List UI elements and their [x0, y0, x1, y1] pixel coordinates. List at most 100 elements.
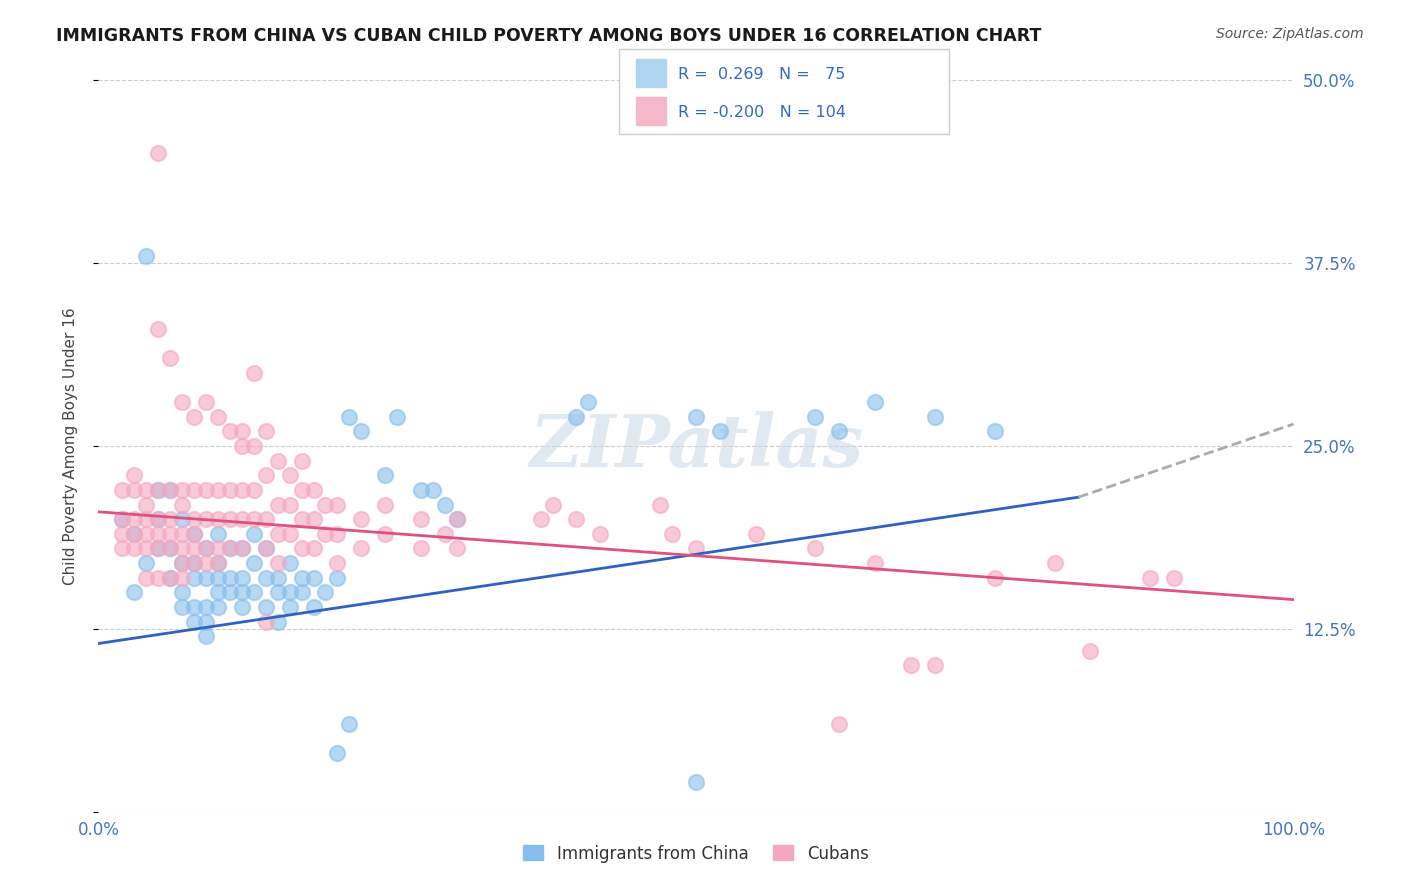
Point [219, 585, 242, 599]
Point [291, 541, 314, 556]
Point [326, 746, 349, 760]
Point [207, 483, 229, 497]
Point [124, 468, 146, 483]
Point [159, 483, 181, 497]
Point [315, 526, 337, 541]
Point [661, 526, 683, 541]
Point [219, 571, 242, 585]
Point [183, 526, 205, 541]
Point [291, 571, 314, 585]
Point [159, 541, 181, 556]
Point [243, 366, 266, 380]
Text: Source: ZipAtlas.com: Source: ZipAtlas.com [1216, 27, 1364, 41]
Text: ZIPatlas: ZIPatlas [529, 410, 863, 482]
Point [1080, 644, 1102, 658]
Point [172, 483, 194, 497]
Text: R = -0.200   N = 104: R = -0.200 N = 104 [678, 105, 845, 120]
Point [159, 483, 181, 497]
Point [172, 395, 194, 409]
Point [267, 556, 290, 570]
Point [183, 571, 205, 585]
Point [135, 526, 157, 541]
Point [183, 556, 205, 570]
Point [172, 556, 194, 570]
Point [231, 425, 253, 439]
Point [183, 409, 205, 424]
Point [267, 571, 290, 585]
Point [207, 556, 229, 570]
Point [446, 512, 468, 526]
Point [159, 512, 181, 526]
Text: IMMIGRANTS FROM CHINA VS CUBAN CHILD POVERTY AMONG BOYS UNDER 16 CORRELATION CHA: IMMIGRANTS FROM CHINA VS CUBAN CHILD POV… [56, 27, 1042, 45]
Point [254, 599, 277, 614]
Point [709, 425, 731, 439]
Point [195, 541, 218, 556]
Point [243, 483, 266, 497]
Point [207, 526, 229, 541]
Point [804, 409, 827, 424]
Point [685, 775, 707, 789]
Point [135, 541, 157, 556]
Point [1163, 571, 1185, 585]
Point [865, 556, 887, 570]
Point [326, 556, 349, 570]
Point [243, 512, 266, 526]
Point [219, 541, 242, 556]
Point [434, 526, 457, 541]
Point [685, 541, 707, 556]
Point [267, 585, 290, 599]
Point [254, 512, 277, 526]
Point [124, 483, 146, 497]
Point [254, 541, 277, 556]
Point [172, 599, 194, 614]
Point [124, 585, 146, 599]
Point [148, 483, 170, 497]
Point [374, 498, 396, 512]
Point [385, 409, 409, 424]
Point [207, 571, 229, 585]
Point [231, 541, 253, 556]
Point [207, 585, 229, 599]
Point [172, 571, 194, 585]
Point [148, 483, 170, 497]
Point [183, 615, 205, 629]
Point [900, 658, 922, 673]
Point [183, 483, 205, 497]
Point [219, 541, 242, 556]
Point [135, 483, 157, 497]
Point [278, 498, 301, 512]
Point [111, 512, 134, 526]
Point [195, 483, 218, 497]
Point [648, 498, 672, 512]
Point [578, 395, 600, 409]
Point [254, 425, 277, 439]
Point [924, 409, 946, 424]
Point [195, 541, 218, 556]
Point [339, 409, 361, 424]
Point [267, 498, 290, 512]
Point [207, 541, 229, 556]
Point [589, 526, 612, 541]
Point [231, 439, 253, 453]
Point [148, 541, 170, 556]
Point [207, 409, 229, 424]
Point [148, 526, 170, 541]
Point [195, 599, 218, 614]
Point [135, 512, 157, 526]
Point [446, 541, 468, 556]
Point [159, 571, 181, 585]
Point [148, 512, 170, 526]
Point [291, 512, 314, 526]
Point [745, 526, 768, 541]
Point [159, 526, 181, 541]
Point [148, 541, 170, 556]
Point [278, 526, 301, 541]
Point [374, 526, 396, 541]
Point [350, 512, 373, 526]
Point [411, 483, 433, 497]
Point [243, 439, 266, 453]
Point [183, 526, 205, 541]
Point [124, 541, 146, 556]
Point [1139, 571, 1161, 585]
Point [446, 512, 468, 526]
